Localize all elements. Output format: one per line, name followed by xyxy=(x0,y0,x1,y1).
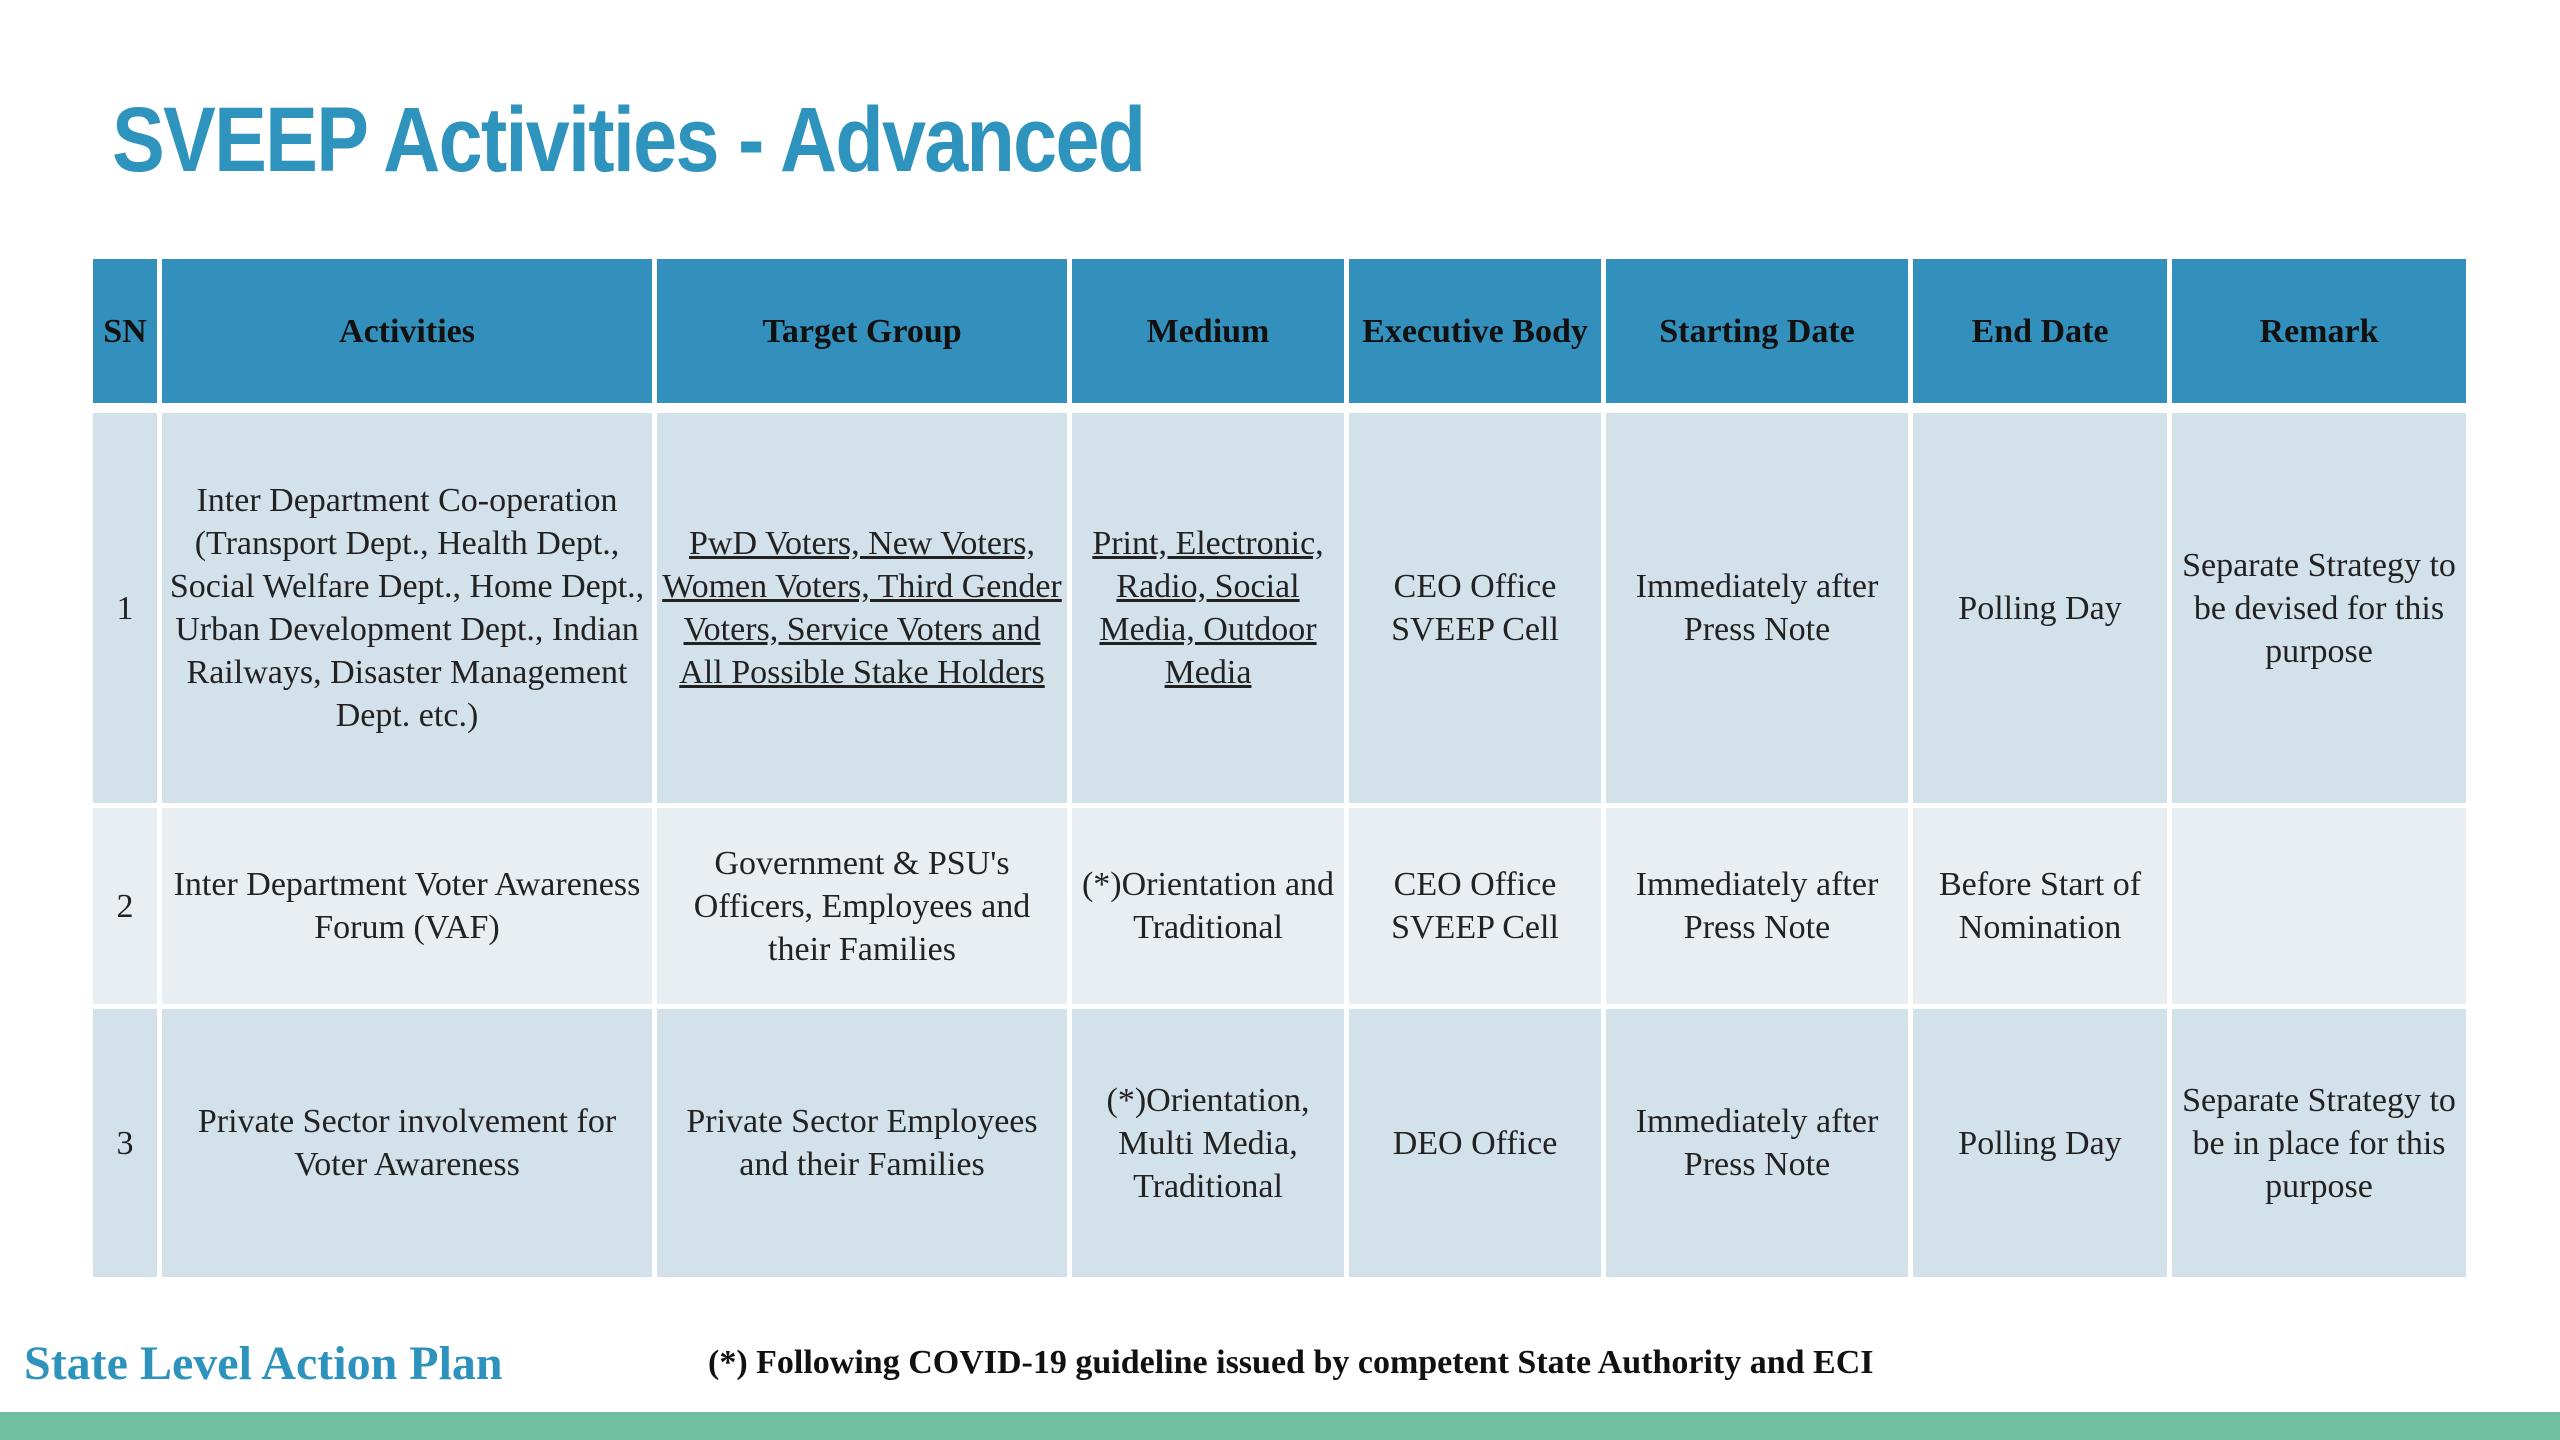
cell-sn: 1 xyxy=(93,413,157,803)
bottom-accent-bar xyxy=(0,1412,2560,1440)
header-end-date: End Date xyxy=(1913,259,2167,403)
cell-medium: (*)Orientation and Traditional xyxy=(1072,803,1344,1004)
cell-medium: Print, Electronic, Radio, Social Media, … xyxy=(1072,413,1344,803)
cell-starting-date: Immediately after Press Note xyxy=(1606,803,1908,1004)
medium-link[interactable]: Print, Electronic, Radio, Social Media, … xyxy=(1092,525,1324,691)
table-header-row: SN Activities Target Group Medium Execut… xyxy=(93,259,2466,403)
cell-starting-date: Immediately after Press Note xyxy=(1606,1004,1908,1277)
header-gap xyxy=(93,403,2466,413)
cell-activities: Inter Department Co-operation (Transport… xyxy=(162,413,652,803)
table-row: 1 Inter Department Co-operation (Transpo… xyxy=(93,413,2466,803)
header-remark: Remark xyxy=(2172,259,2466,403)
header-sn: SN xyxy=(93,259,157,403)
activities-table: SN Activities Target Group Medium Execut… xyxy=(88,259,2471,1277)
cell-sn: 2 xyxy=(93,803,157,1004)
target-group-link[interactable]: PwD Voters, New Voters, Women Voters, Th… xyxy=(662,525,1062,691)
cell-end-date: Polling Day xyxy=(1913,413,2167,803)
cell-sn: 3 xyxy=(93,1004,157,1277)
cell-end-date: Before Start of Nomination xyxy=(1913,803,2167,1004)
cell-medium: (*)Orientation, Multi Media, Traditional xyxy=(1072,1004,1344,1277)
cell-remark xyxy=(2172,803,2466,1004)
header-executive-body: Executive Body xyxy=(1349,259,1601,403)
cell-remark: Separate Strategy to be in place for thi… xyxy=(2172,1004,2466,1277)
header-medium: Medium xyxy=(1072,259,1344,403)
cell-starting-date: Immediately after Press Note xyxy=(1606,413,1908,803)
cell-end-date: Polling Day xyxy=(1913,1004,2167,1277)
cell-target-group: PwD Voters, New Voters, Women Voters, Th… xyxy=(657,413,1067,803)
header-target-group: Target Group xyxy=(657,259,1067,403)
cell-executive-body: DEO Office xyxy=(1349,1004,1601,1277)
header-starting-date: Starting Date xyxy=(1606,259,1908,403)
table-row: 2 Inter Department Voter Awareness Forum… xyxy=(93,803,2466,1004)
slide-title: SVEEP Activities - Advanced xyxy=(112,89,1146,191)
cell-activities: Private Sector involvement for Voter Awa… xyxy=(162,1004,652,1277)
cell-executive-body: CEO Office SVEEP Cell xyxy=(1349,803,1601,1004)
footer-note: (*) Following COVID-19 guideline issued … xyxy=(708,1344,1874,1381)
table-row: 3 Private Sector involvement for Voter A… xyxy=(93,1004,2466,1277)
header-activities: Activities xyxy=(162,259,652,403)
cell-activities: Inter Department Voter Awareness Forum (… xyxy=(162,803,652,1004)
footer-title: State Level Action Plan xyxy=(24,1337,503,1390)
cell-target-group: Private Sector Employees and their Famil… xyxy=(657,1004,1067,1277)
cell-executive-body: CEO Office SVEEP Cell xyxy=(1349,413,1601,803)
cell-target-group: Government & PSU's Officers, Employees a… xyxy=(657,803,1067,1004)
cell-remark: Separate Strategy to be devised for this… xyxy=(2172,413,2466,803)
